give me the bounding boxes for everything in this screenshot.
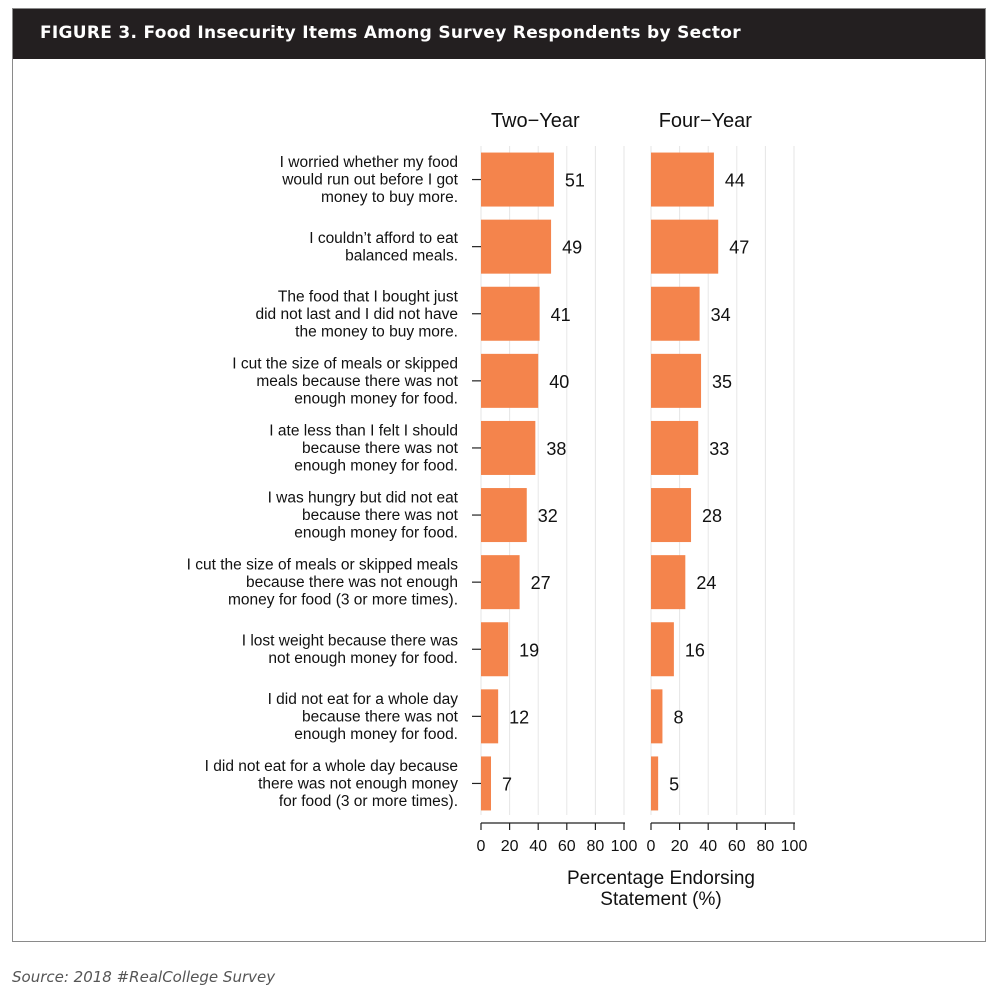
source-note: Source: 2018 #RealCollege Survey (12, 968, 276, 986)
category-label: I was hungry but did not eat (268, 490, 459, 507)
category-label: I couldn’t afford to eat (309, 230, 458, 247)
category-label: meals because there was not (256, 373, 458, 390)
category-label: for food (3 or more times). (279, 793, 458, 810)
category-label: because there was not (302, 440, 459, 457)
category-label: I cut the size of meals or skipped (232, 355, 458, 372)
data-label: 47 (729, 238, 749, 258)
category-label: because there was not (302, 507, 459, 524)
data-label: 51 (565, 171, 585, 191)
category-label: did not last and I did not have (255, 306, 458, 323)
category-label: because there was not (302, 708, 459, 725)
category-label: I ate less than I felt I should (269, 422, 458, 439)
category-label: would run out before I got (281, 172, 458, 189)
bar (651, 622, 674, 677)
x-axis-title: Percentage Endorsing (567, 868, 755, 889)
bar (481, 152, 554, 207)
category-label: the money to buy more. (295, 323, 458, 340)
data-label: 24 (696, 573, 716, 593)
bar (481, 756, 492, 811)
bar (651, 286, 700, 341)
category-label: balanced meals. (345, 247, 458, 264)
x-tick-label: 80 (587, 838, 605, 855)
data-label: 49 (562, 238, 582, 258)
x-tick-label: 60 (728, 838, 746, 855)
data-label: 40 (549, 372, 569, 392)
figure-title: FIGURE 3. Food Insecurity Items Among Su… (40, 23, 741, 43)
x-tick-label: 20 (501, 838, 519, 855)
data-label: 34 (711, 305, 731, 325)
bar (481, 689, 499, 744)
data-label: 16 (685, 640, 705, 660)
category-label: money for food (3 or more times). (228, 592, 458, 609)
bar (481, 353, 539, 408)
bar (651, 488, 692, 543)
x-tick-label: 40 (699, 838, 717, 855)
bar (651, 219, 719, 274)
x-tick-label: 100 (781, 838, 808, 855)
data-label: 7 (502, 774, 512, 794)
category-label: there was not enough money (258, 775, 458, 792)
data-label: 12 (509, 707, 529, 727)
bar (481, 219, 552, 274)
bar (481, 286, 540, 341)
x-tick-label: 100 (611, 838, 638, 855)
x-tick-label: 60 (558, 838, 576, 855)
data-label: 41 (551, 305, 571, 325)
x-tick-label: 80 (757, 838, 775, 855)
bar (651, 555, 686, 610)
bar (651, 152, 714, 207)
panel-title: Four−Year (659, 110, 753, 132)
category-label: I cut the size of meals or skipped meals (187, 557, 459, 574)
x-axis-title: Statement (%) (600, 889, 721, 910)
bar (481, 488, 527, 543)
category-label: enough money for food. (294, 525, 458, 542)
bar (651, 689, 663, 744)
figure-header: FIGURE 3. Food Insecurity Items Among Su… (13, 9, 985, 59)
category-label: The food that I bought just (278, 288, 459, 305)
category-label: not enough money for food. (268, 650, 458, 667)
category-label: enough money for food. (294, 390, 458, 407)
bar (651, 420, 699, 475)
category-label: I worried whether my food (280, 154, 458, 171)
category-label: enough money for food. (294, 457, 458, 474)
x-tick-label: 20 (671, 838, 689, 855)
data-label: 8 (673, 707, 683, 727)
data-label: 28 (702, 506, 722, 526)
x-tick-label: 0 (477, 838, 486, 855)
data-label: 5 (669, 774, 679, 794)
category-label: enough money for food. (294, 726, 458, 743)
bar (481, 555, 520, 610)
bar (481, 622, 509, 677)
category-label: I did not eat for a whole day (268, 691, 459, 708)
category-label: I did not eat for a whole day because (205, 758, 458, 775)
bar (481, 420, 536, 475)
category-label: I lost weight because there was (242, 633, 459, 650)
panel-title: Two−Year (491, 110, 580, 132)
data-label: 35 (712, 372, 732, 392)
category-label: because there was not enough (246, 574, 458, 591)
x-tick-label: 40 (529, 838, 547, 855)
data-label: 38 (546, 439, 566, 459)
x-tick-label: 0 (647, 838, 656, 855)
data-label: 44 (725, 171, 745, 191)
data-label: 33 (709, 439, 729, 459)
category-label: money to buy more. (321, 189, 458, 206)
bar (651, 756, 659, 811)
data-label: 19 (519, 640, 539, 660)
data-label: 27 (531, 573, 551, 593)
data-label: 32 (538, 506, 558, 526)
bar (651, 353, 702, 408)
